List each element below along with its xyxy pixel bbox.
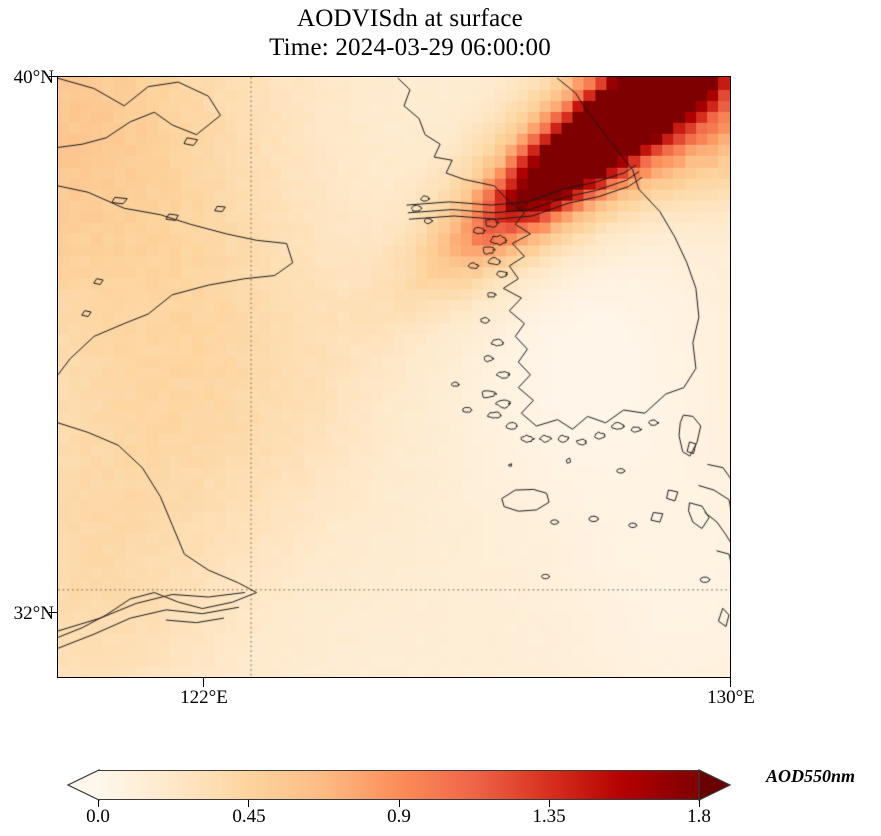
- colorbar-ticklabel-3: 1.35: [532, 806, 566, 827]
- colorbar-extend-min-arrow: [66, 769, 100, 801]
- ytick-mark-32n: [49, 612, 57, 614]
- colorbar-ticklabel-0: 0.0: [86, 806, 110, 827]
- xtick-mark-122e: [203, 678, 205, 687]
- figure-subtitle-time: Time: 2024-03-29 06:00:00: [269, 34, 551, 61]
- xtick-label-130e: 130°E: [707, 687, 755, 708]
- map-overlay: [58, 77, 730, 677]
- colorbar-tick-1: [248, 800, 250, 807]
- colorbar-ticklabel-4: 1.8: [687, 806, 711, 827]
- figure-title-block: AODVISdn at surface Time: 2024-03-29 06:…: [0, 4, 820, 62]
- colorbar-tick-0: [98, 800, 100, 807]
- colorbar-tick-3: [549, 800, 551, 807]
- colorbar-gradient: [98, 770, 700, 800]
- figure-title: AODVISdn at surface: [297, 5, 523, 32]
- map-axes[interactable]: [57, 76, 731, 678]
- colorbar-tick-4: [699, 800, 701, 807]
- ytick-label-32n: 32°N: [13, 603, 54, 624]
- ytick-label-40n: 40°N: [13, 67, 54, 88]
- xtick-mark-130e: [730, 678, 732, 687]
- colorbar-extend-max-arrow: [698, 769, 732, 801]
- xtick-label-122e: 122°E: [180, 687, 228, 708]
- colorbar-outline: [98, 770, 700, 800]
- colorbar-tick-2: [399, 800, 401, 807]
- colorbar-title: AOD550nm: [766, 766, 856, 786]
- colorbar-ticklabel-1: 0.45: [232, 806, 266, 827]
- colorbar-ticklabel-2: 0.9: [387, 806, 411, 827]
- ytick-mark-40n: [49, 76, 57, 78]
